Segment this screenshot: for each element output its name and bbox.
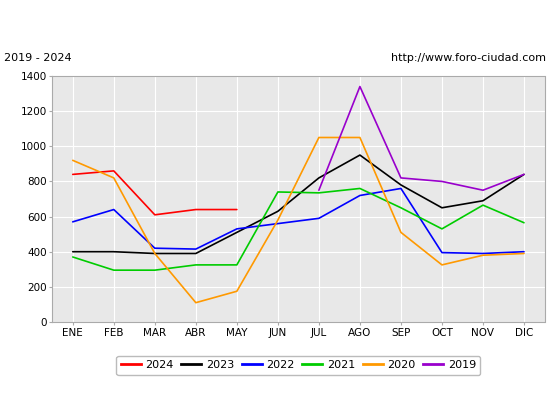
Legend: 2024, 2023, 2022, 2021, 2020, 2019: 2024, 2023, 2022, 2021, 2020, 2019 bbox=[116, 356, 481, 375]
Text: 2019 - 2024: 2019 - 2024 bbox=[4, 53, 72, 63]
Text: Evolucion Nº Turistas Nacionales en el municipio de Huerta de Valdecarábanos: Evolucion Nº Turistas Nacionales en el m… bbox=[0, 13, 550, 29]
Text: http://www.foro-ciudad.com: http://www.foro-ciudad.com bbox=[390, 53, 546, 63]
